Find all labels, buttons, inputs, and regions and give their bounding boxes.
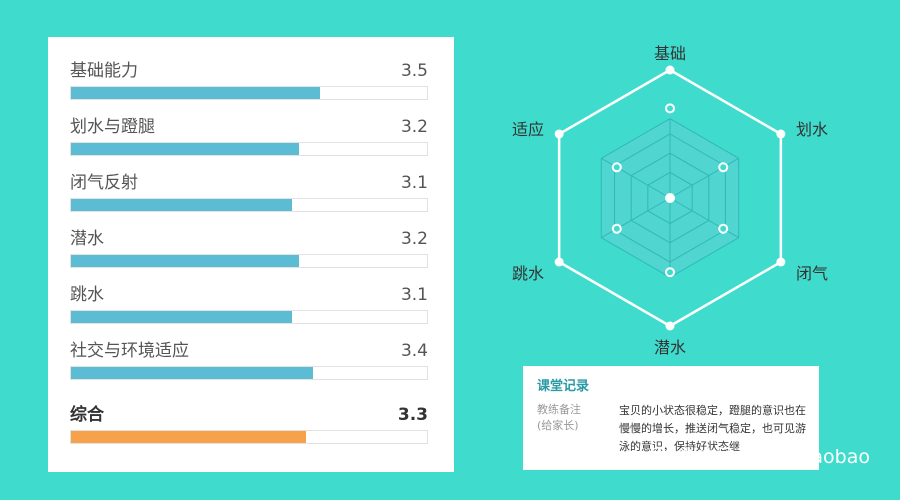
- radar-axis-label: 跳水: [512, 264, 545, 283]
- score-label: 划水与蹬腿: [70, 117, 155, 137]
- radar-axis-label: 基础: [654, 44, 687, 63]
- score-bar-track: [70, 198, 428, 212]
- radar-axis-label: 适应: [512, 120, 545, 139]
- score-value: 3.1: [400, 285, 428, 305]
- radar-svg: [554, 65, 786, 331]
- radar-axis-label: 闭气: [796, 264, 829, 283]
- radar-axis-label: 划水: [796, 120, 829, 139]
- score-row-total: 综合 3.3: [70, 403, 428, 451]
- score-label: 闭气反射: [70, 173, 138, 193]
- score-bar-track: [70, 86, 428, 100]
- score-label: 基础能力: [70, 61, 138, 81]
- score-value: 3.1: [400, 173, 428, 193]
- record-key: 教练备注 (给家长): [537, 402, 601, 434]
- record-title: 课堂记录: [537, 379, 590, 394]
- score-row-stroke: 划水与蹬腿 3.2: [70, 115, 428, 163]
- radar-data-point: [611, 223, 622, 234]
- radar-data-point: [718, 162, 729, 173]
- wechat-watermark: 微信号: leyoubaobao: [650, 442, 870, 469]
- record-key-line: 教练备注: [537, 403, 581, 416]
- score-row-dive: 潜水 3.2: [70, 227, 428, 275]
- radar-center-dot: [665, 193, 675, 203]
- radar-vertex-dot: [665, 321, 675, 331]
- radar-data-point: [665, 103, 675, 114]
- radar-vertex-dot: [776, 257, 786, 267]
- score-bar-fill: [71, 199, 292, 211]
- radar-vertex-dot: [554, 257, 564, 267]
- total-value: 3.3: [397, 405, 428, 425]
- score-bar-fill: [71, 143, 299, 155]
- score-row-social: 社交与环境适应 3.4: [70, 339, 428, 387]
- score-label: 潜水: [70, 229, 104, 249]
- score-bar-fill: [71, 311, 292, 323]
- score-panel: 基础能力 3.5 划水与蹬腿 3.2 闭气反射 3.1 潜水 3.2 跳水 3.…: [48, 37, 454, 472]
- score-label: 跳水: [70, 285, 104, 305]
- score-bar-track: [70, 366, 428, 380]
- record-text: 宝贝的小状态很稳定，蹬腿的意识也在慢慢的增长，推送闭气稳定，也可见游泳的意识，保…: [619, 404, 806, 453]
- radar-data-point: [611, 162, 622, 173]
- radar-vertex-dot: [665, 65, 675, 75]
- total-bar-fill: [71, 431, 306, 443]
- class-record-card: 课堂记录 教练备注 (给家长) 宝贝的小状态很稳定，蹬腿的意识也在慢慢的增长，推…: [523, 366, 819, 470]
- score-value: 3.4: [400, 341, 428, 361]
- score-bar-track: [70, 142, 428, 156]
- radar-vertex-dot: [776, 129, 786, 139]
- wechat-icon: [650, 446, 672, 464]
- watermark-text: 微信号: leyoubaobao: [678, 446, 870, 468]
- total-label: 综合: [70, 405, 104, 425]
- score-bar-fill: [71, 87, 321, 99]
- score-bar-fill: [71, 255, 299, 267]
- score-bar-track: [70, 254, 428, 268]
- score-row-breath: 闭气反射 3.1: [70, 171, 428, 219]
- score-row-basic: 基础能力 3.5: [70, 59, 428, 107]
- score-value: 3.5: [400, 61, 428, 81]
- score-bar-track: [70, 310, 428, 324]
- score-row-jump: 跳水 3.1: [70, 283, 428, 331]
- total-bar-track: [70, 430, 428, 444]
- record-key-line: (给家长): [537, 419, 579, 432]
- radar-data-point: [718, 223, 729, 234]
- radar-chart: 基础 划水 闭气 潜水 跳水 适应: [500, 30, 840, 360]
- radar-data-point: [665, 267, 675, 278]
- radar-vertex-dot: [554, 129, 564, 139]
- score-value: 3.2: [400, 117, 428, 137]
- score-bar-fill: [71, 367, 314, 379]
- score-value: 3.2: [400, 229, 428, 249]
- radar-axis-label: 潜水: [654, 338, 687, 357]
- score-label: 社交与环境适应: [70, 341, 189, 361]
